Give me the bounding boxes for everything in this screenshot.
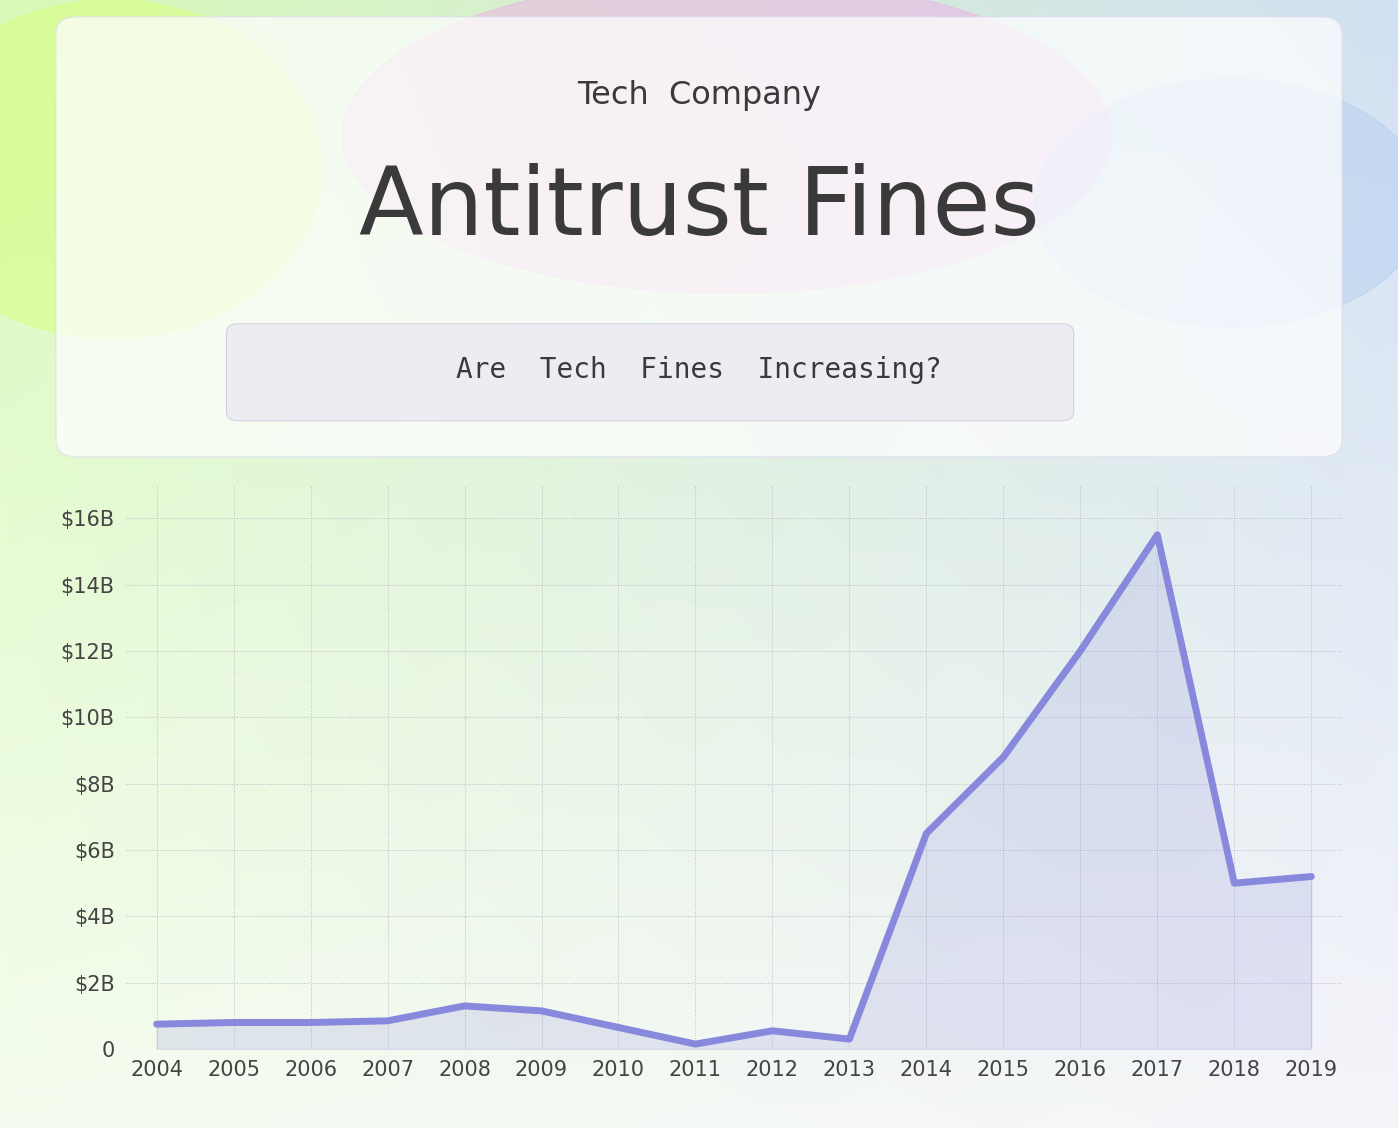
Text: Antitrust Fines: Antitrust Fines xyxy=(359,162,1039,255)
FancyBboxPatch shape xyxy=(226,324,1074,421)
FancyBboxPatch shape xyxy=(56,17,1342,457)
Ellipse shape xyxy=(1035,79,1398,327)
Text: Tech  Company: Tech Company xyxy=(577,80,821,112)
Ellipse shape xyxy=(343,0,1111,293)
Text: Are  Tech  Fines  Increasing?: Are Tech Fines Increasing? xyxy=(456,356,942,384)
Ellipse shape xyxy=(0,0,322,338)
